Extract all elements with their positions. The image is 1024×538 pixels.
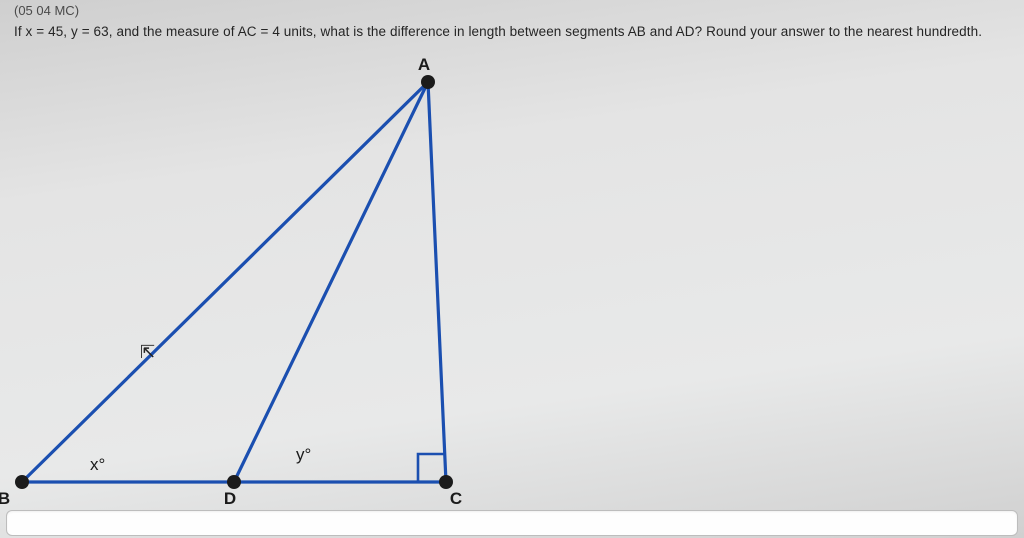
edge-AC	[428, 82, 446, 482]
angle-label-y: y°	[296, 445, 311, 464]
vertex-point-C	[439, 475, 453, 489]
edge-DA	[234, 82, 428, 482]
edge-BA	[22, 82, 428, 482]
geometry-diagram: A B C Dx° y° ⇱	[0, 52, 640, 522]
vertex-point-A	[421, 75, 435, 89]
question-text-wrap: If x = 45, y = 63, and the measure of AC…	[14, 24, 982, 39]
question-code: (05 04 MC)	[0, 0, 93, 18]
vertex-label-C: C	[450, 489, 462, 508]
vertex-label-A: A	[418, 55, 430, 74]
vertex-label-B: B	[0, 489, 10, 508]
answer-input[interactable]	[6, 510, 1018, 536]
question-text: If x = 45, y = 63, and the measure of AC…	[14, 24, 982, 39]
geometry-svg: A B C Dx° y° ⇱	[0, 52, 640, 522]
cursor-icon: ⇱	[140, 342, 155, 362]
vertex-point-B	[15, 475, 29, 489]
vertex-point-D	[227, 475, 241, 489]
question-code-text: (05 04 MC)	[14, 3, 79, 18]
angle-label-x: x°	[90, 455, 105, 474]
vertex-label-D: D	[224, 489, 236, 508]
